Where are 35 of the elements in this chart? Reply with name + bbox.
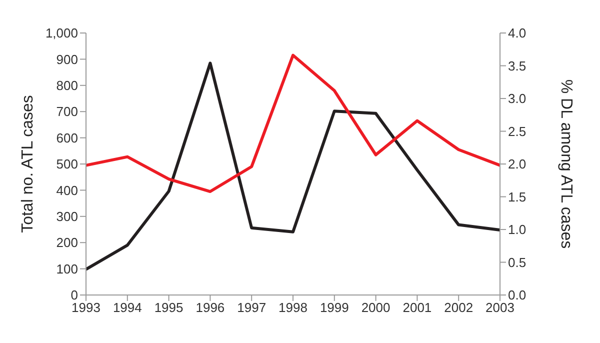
- y-axis-title: Total no. ATL cases: [20, 95, 36, 233]
- y-tick-label: 100: [56, 261, 78, 276]
- y-tick-label: 700: [56, 104, 78, 120]
- y-tick-label: 800: [56, 78, 78, 94]
- line-series: [84, 54, 502, 194]
- y-tick-label: 200: [56, 235, 78, 250]
- y-tick-label: 1,000: [45, 26, 78, 41]
- x-tick-label: 1994: [112, 300, 142, 316]
- x-tick-label: 1993: [72, 300, 100, 316]
- line-series: [84, 62, 502, 271]
- y-tick-label: 600: [56, 130, 78, 146]
- x-tick-label: 2002: [444, 300, 474, 316]
- y-tick-label: 400: [56, 182, 78, 198]
- x-tick-label: 1999: [320, 300, 349, 316]
- y2-tick-label: 0.0: [508, 288, 526, 303]
- x-tick-label: 1996: [196, 300, 225, 316]
- y2-tick-label: 2.5: [508, 124, 526, 139]
- x-tick-label: 2000: [361, 300, 390, 316]
- y-tick-label: 0: [70, 288, 78, 303]
- y-tick-label: 300: [56, 209, 78, 224]
- x-tick-label: 2003: [486, 300, 514, 316]
- y2-tick-label: 3.0: [508, 91, 526, 106]
- y-tick-label: 900: [56, 52, 78, 67]
- y2-tick-label: 3.5: [508, 58, 526, 74]
- y2-tick-label: 4.0: [508, 26, 526, 41]
- x-tick-label: 2001: [402, 300, 432, 316]
- x-tick-label: 1998: [278, 300, 308, 316]
- y2-tick-label: 2.0: [508, 156, 526, 172]
- x-tick-label: 1997: [237, 300, 266, 316]
- x-tick-label: 1995: [154, 300, 184, 316]
- y2-axis-title: % DL among ATL cases: [558, 79, 574, 249]
- y2-tick-label: 1.5: [508, 189, 526, 204]
- y2-tick-label: 0.5: [508, 254, 526, 270]
- y2-tick-label: 1.0: [508, 222, 526, 238]
- y-tick-label: 500: [56, 156, 78, 172]
